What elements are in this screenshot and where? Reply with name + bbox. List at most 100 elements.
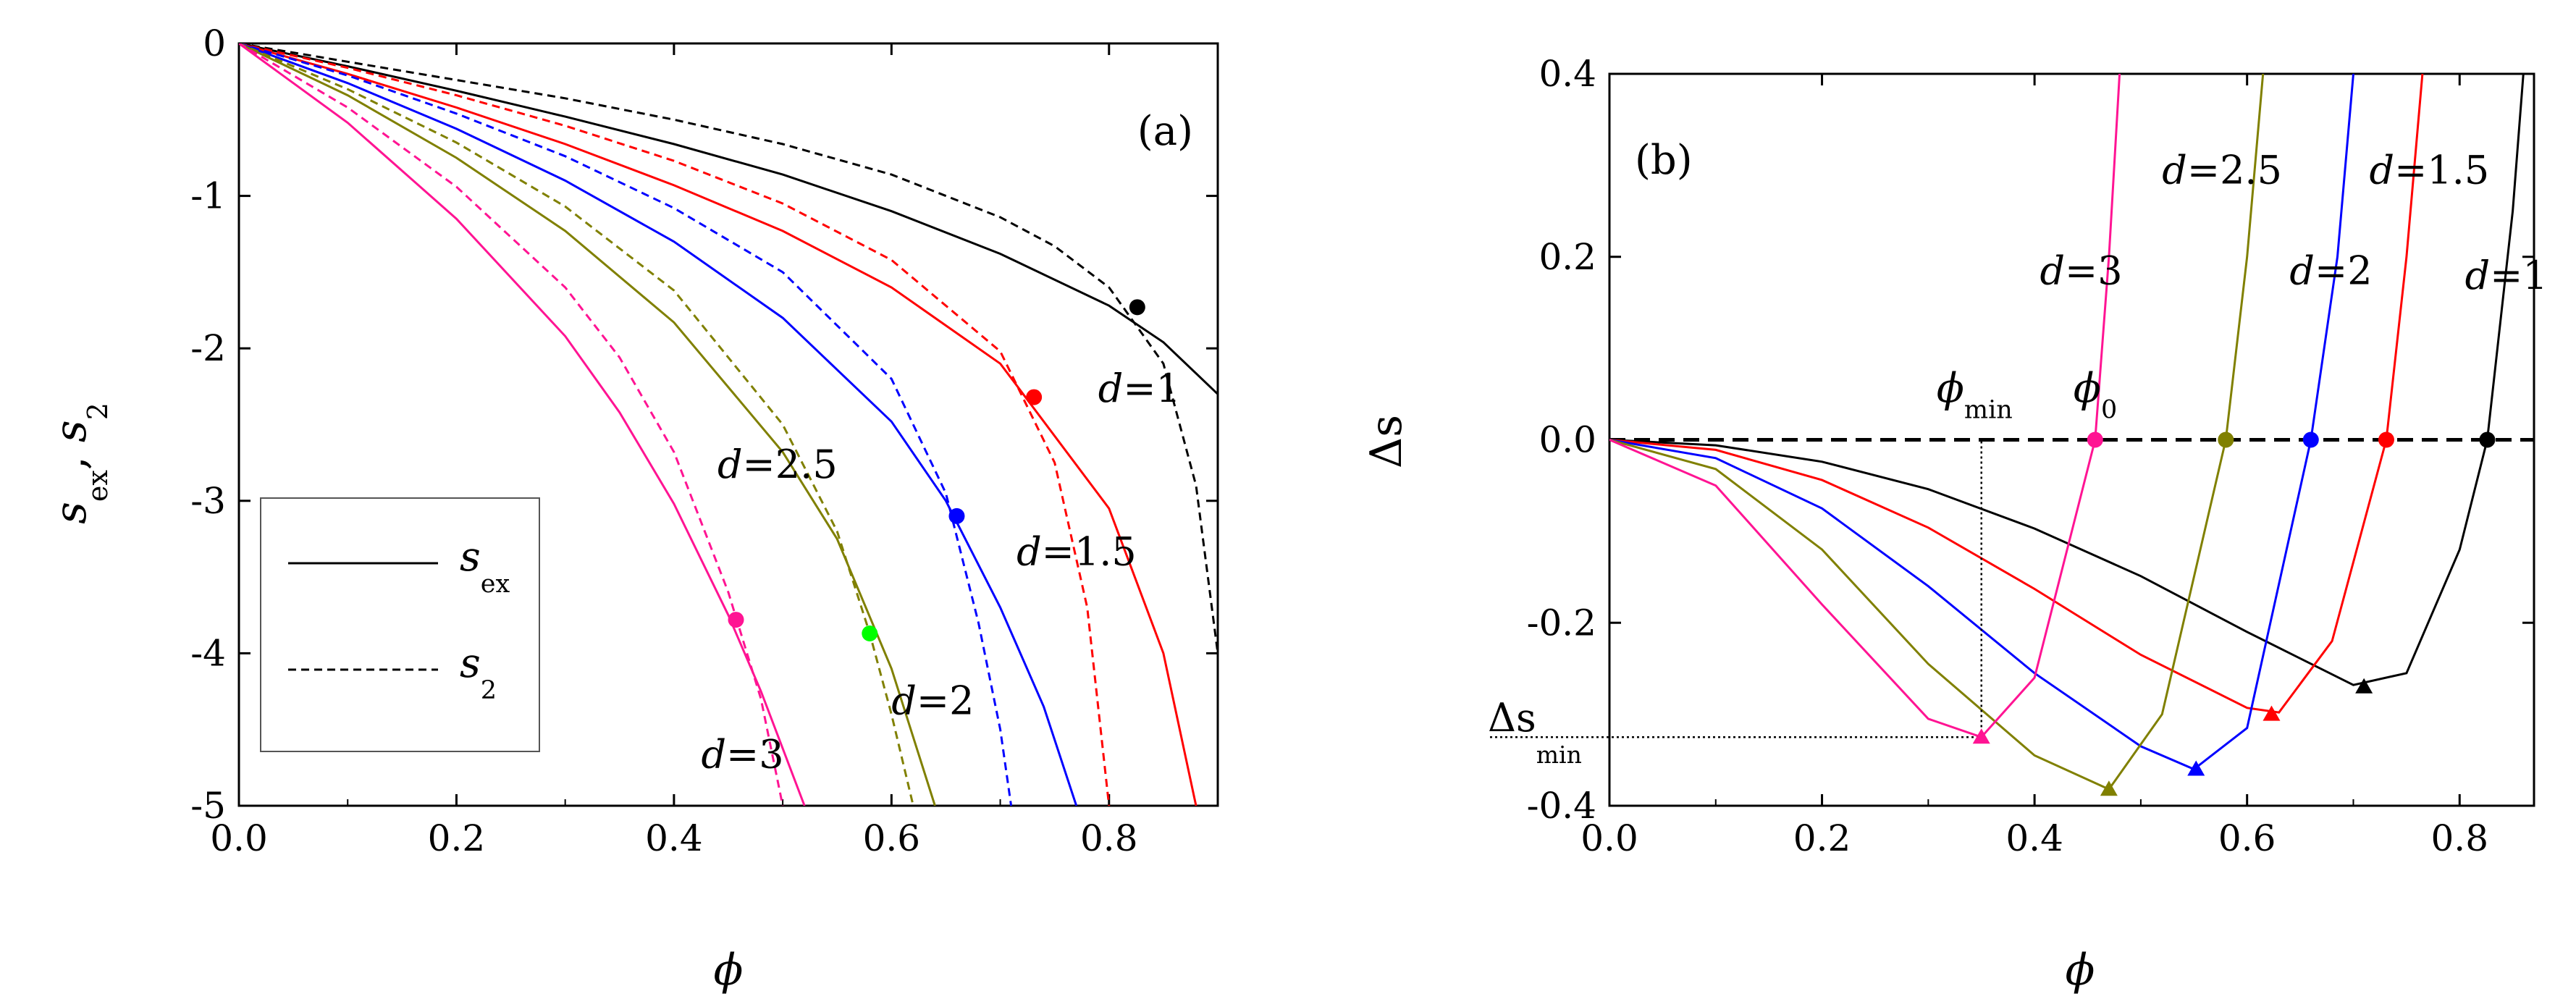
phi-0-annotation-symbol: ϕ	[2074, 366, 2101, 413]
series-d=2.5-delta-s-line	[1609, 74, 2265, 791]
panel-a-x-tick-label: 0.6	[863, 817, 921, 859]
series-d=2.5-label: d=2.5	[2162, 148, 2282, 193]
series-d=2-s-ex-line	[239, 43, 1078, 806]
series-d=3-zero-crossing-marker	[2087, 431, 2103, 448]
series-label-value: =2.5	[743, 442, 838, 487]
series-label-value: =1.5	[1042, 528, 1137, 574]
series-d=1.5-zero-crossing-marker	[2378, 431, 2394, 448]
series-d=2.5-s2-line	[239, 43, 914, 806]
series-label-d: d	[717, 442, 743, 487]
series-label-d: d	[1098, 366, 1124, 411]
series-d=1.5-delta-s-line	[1609, 74, 2424, 714]
y-label-ex: ex	[82, 470, 114, 502]
legend-entry-0: sex	[460, 534, 510, 599]
legend-box	[260, 497, 540, 752]
panel-b-x-tick-label: 0.4	[2005, 817, 2063, 859]
panel-b-label: (b)	[1635, 137, 1693, 184]
panel-a-y-tick-label: -5	[190, 785, 226, 827]
series-d=2.5-minimum-marker	[2100, 780, 2118, 796]
panel-b-y-tick-label: 0.4	[1539, 53, 1596, 95]
series-d=1.5-minimum-marker	[2263, 705, 2281, 721]
panel-b-y-tick-label: 0.0	[1539, 419, 1596, 461]
legend-entry-0-subscript: ex	[481, 570, 510, 599]
panel-a-x-tick-label: 0.8	[1080, 817, 1138, 859]
series-d=2-label: d=2	[2289, 248, 2372, 294]
series-label-d: d	[891, 678, 917, 724]
panel-a-x-tick-label: 0.0	[210, 817, 268, 859]
series-label-value: =1	[2490, 253, 2548, 298]
series-d=2.5-label: d=2.5	[717, 442, 838, 487]
series-d=2.5-zero-crossing-marker	[2218, 431, 2234, 448]
y-label-s2: s	[46, 420, 96, 442]
panel-b-x-tick-label: 0.2	[1793, 817, 1851, 859]
panel-b-y-axis-label: Δs	[1361, 415, 1412, 468]
series-d=1-s-ex-line	[239, 43, 1218, 395]
series-label-d: d	[2369, 148, 2394, 193]
series-label-d: d	[2465, 253, 2491, 298]
y-label-s: s	[46, 502, 96, 524]
series-d=1-label: d=1	[2465, 253, 2548, 298]
series-d=1-minimum-marker	[2355, 678, 2373, 694]
series-label-d: d	[2162, 148, 2187, 193]
y-label-2: 2	[82, 403, 114, 420]
legend-entry-0-symbol: s	[460, 534, 481, 581]
series-label-value: =2	[2315, 248, 2373, 294]
delta-s-min-annotation-subscript: min	[1536, 741, 1582, 769]
panel-a-x-tick-label: 0.2	[428, 817, 486, 859]
series-d=3-label: d=3	[701, 731, 783, 777]
series-d=2.5-crossing-marker	[862, 625, 878, 642]
panel-a-x-axis-label: ϕ	[714, 945, 744, 995]
series-d=2-label: d=2	[891, 678, 974, 724]
delta-s-min-annotation-symbol: Δs	[1488, 695, 1536, 741]
legend-entry-1-symbol: s	[460, 640, 481, 687]
panel-a-y-tick-label: -2	[190, 327, 226, 369]
panel-b-x-axis-label: ϕ	[2066, 945, 2095, 995]
series-label-d: d	[2040, 248, 2065, 294]
panel-a-y-tick-label: 0	[203, 22, 226, 64]
phi-min-annotation: ϕmin	[1937, 366, 2013, 425]
phi-0-annotation: ϕ0	[2074, 366, 2117, 425]
series-d=2-crossing-marker	[948, 507, 965, 524]
series-d=1.5-label: d=1.5	[1016, 528, 1137, 574]
series-label-d: d	[1016, 528, 1042, 574]
series-label-value: =1.5	[2394, 148, 2489, 193]
series-label-value: =2	[917, 678, 975, 724]
phi-0-annotation-subscript: 0	[2101, 396, 2117, 425]
delta-s-min-annotation: Δsmin	[1488, 695, 1582, 769]
phi-min-annotation-symbol: ϕ	[1937, 366, 1964, 413]
series-label-d: d	[2289, 248, 2315, 294]
panel-a-series-group	[239, 43, 1218, 806]
panel-a-chart: 0.0 0.2 0.4 0.6 0.80-1-2-3-4-5d=1d=1.5d=2d=2…	[46, 22, 1219, 995]
panel-b-x-tick-label: 0.0	[1580, 817, 1638, 859]
series-d=3-label: d=3	[2040, 248, 2122, 294]
series-d=3-s2-line	[239, 43, 784, 806]
series-d=2.5-s-ex-line	[239, 43, 936, 806]
panel-b-x-tick-label: 0.6	[2218, 817, 2276, 859]
panel-a-label: (a)	[1137, 108, 1193, 155]
panel-b-chart: 0.0 0.2 0.4 0.6 0.80.40.20.0-0.2-0.4d=1d=1.5…	[1361, 53, 2548, 995]
series-d=1-crossing-marker	[1129, 299, 1145, 316]
panel-a-plot-frame	[237, 42, 1219, 807]
series-label-value: =2.5	[2187, 148, 2282, 193]
series-d=2-minimum-marker	[2187, 760, 2205, 776]
legend-entry-1-subscript: 2	[481, 676, 497, 705]
panel-b-y-tick-label: 0.2	[1539, 236, 1596, 278]
panel-b-x-tick-label: 0.8	[2430, 817, 2488, 859]
series-d=1.5-label: d=1.5	[2369, 148, 2489, 193]
panel-b-y-tick-label: -0.2	[1527, 602, 1596, 644]
series-d=1-label: d=1	[1098, 366, 1181, 411]
y-label-comma: ,	[46, 442, 96, 470]
series-d=3-crossing-marker	[728, 612, 744, 628]
phi-min-annotation-subscript: min	[1964, 396, 2013, 425]
series-d=1-s2-line	[239, 43, 1218, 654]
series-label-value: =3	[2065, 248, 2123, 294]
series-d=1-zero-crossing-marker	[2479, 431, 2496, 448]
legend-entry-1: s2	[460, 640, 497, 705]
series-label-d: d	[701, 731, 726, 777]
panel-a-y-tick-label: -4	[190, 632, 226, 674]
series-d=1.5-s2-line	[239, 43, 1111, 806]
panel-a-y-tick-label: -1	[190, 175, 226, 217]
series-label-value: =3	[726, 731, 784, 777]
series-label-value: =1	[1123, 366, 1181, 411]
